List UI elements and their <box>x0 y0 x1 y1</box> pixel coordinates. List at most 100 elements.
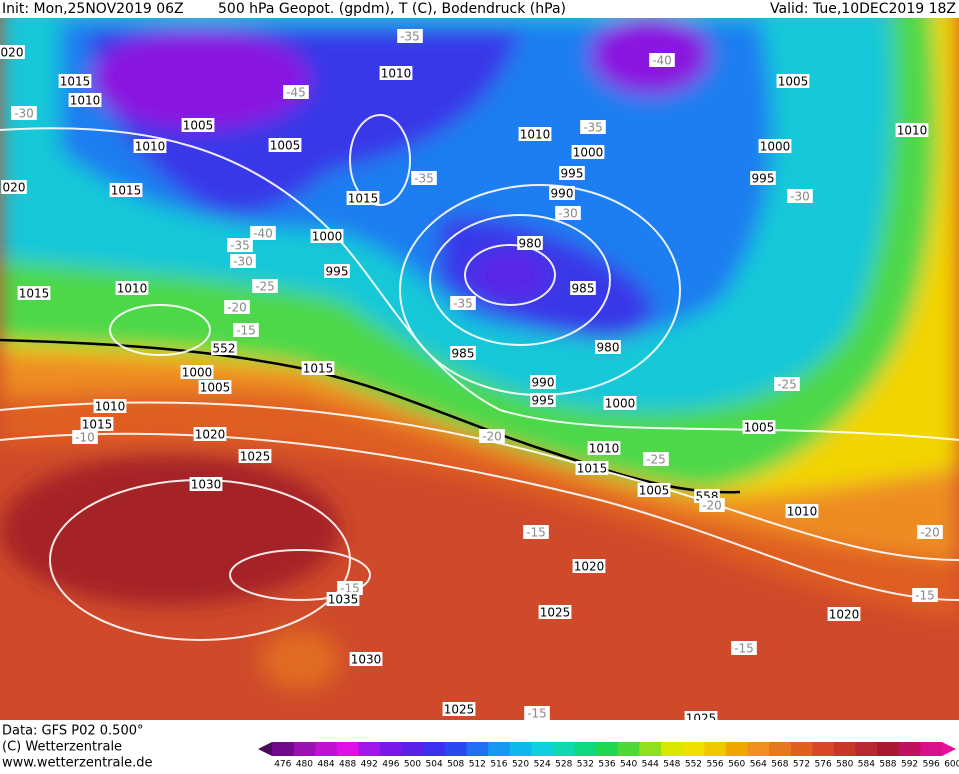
label-box <box>180 365 214 379</box>
label-box <box>774 377 800 391</box>
pressure-label: 1005 <box>183 119 214 133</box>
pressure-label: 1010 <box>135 140 166 154</box>
label-box <box>133 139 167 153</box>
colorbar-swatch <box>833 742 857 756</box>
label-box <box>115 281 149 295</box>
colorbar-swatch <box>596 742 619 756</box>
temperature-label: -15 <box>526 526 546 540</box>
pressure-label: 985 <box>452 347 475 361</box>
pressure-label: 020 <box>1 46 24 60</box>
label-box <box>58 74 92 88</box>
pressure-label: 1000 <box>760 140 791 154</box>
temperature-label: -30 <box>790 190 810 204</box>
colorbar-label: 576 <box>815 760 832 770</box>
pressure-label: 980 <box>597 341 620 355</box>
colorbar-swatch <box>855 742 878 756</box>
colorbar-label: 492 <box>361 760 378 770</box>
colorbar-label: 488 <box>339 760 356 770</box>
label-box <box>93 399 127 413</box>
label-box <box>224 300 250 314</box>
pressure-label: 1025 <box>444 703 475 717</box>
pressure-label: 1000 <box>573 146 604 160</box>
colorbar-swatch <box>358 742 381 756</box>
colorbar-swatch <box>401 742 424 756</box>
colorbar-label: 524 <box>534 760 551 770</box>
pressure-label: 1010 <box>70 94 101 108</box>
label-box <box>72 430 98 444</box>
pressure-label: 1005 <box>639 484 670 498</box>
label-box <box>572 559 606 573</box>
label-box <box>742 420 776 434</box>
colorbar-label: 588 <box>879 760 896 770</box>
colorbar-label: 532 <box>577 760 594 770</box>
colorbar-swatch <box>336 742 359 756</box>
label-box <box>559 166 585 180</box>
label-box <box>326 592 360 606</box>
colorbar-label: 536 <box>598 760 615 770</box>
label-box <box>827 607 861 621</box>
label-box <box>411 171 437 185</box>
label-box <box>637 483 671 497</box>
temperature-label: -45 <box>286 86 306 100</box>
label-box <box>595 340 621 354</box>
temperature-label: -15 <box>915 589 935 603</box>
label-box <box>68 93 102 107</box>
label-box <box>250 226 276 240</box>
label-box <box>699 498 725 512</box>
pressure-label: 1010 <box>95 400 126 414</box>
label-box <box>80 417 114 431</box>
temperature-label: -30 <box>558 207 578 221</box>
colorbar-label: 480 <box>296 760 313 770</box>
label-box <box>917 525 943 539</box>
label-box <box>252 279 278 293</box>
colorbar-swatch <box>769 742 792 756</box>
colorbar-label: 528 <box>555 760 572 770</box>
label-box <box>571 145 605 159</box>
fields-text: 500 hPa Geopot. (gpdm), T (C), Bodendruc… <box>218 1 566 17</box>
pressure-label: 552 <box>213 342 236 356</box>
temperature-label: -15 <box>236 324 256 338</box>
pressure-label: 1015 <box>82 418 113 432</box>
pressure-label: 1035 <box>328 593 359 607</box>
copyright: (C) Wetterzentrale <box>2 740 122 755</box>
colorbar-swatch <box>661 742 684 756</box>
label-box <box>580 120 606 134</box>
label-box <box>324 264 350 278</box>
label-box <box>785 504 819 518</box>
colorbar-swatch <box>488 742 511 756</box>
colorbar-label: 540 <box>620 760 637 770</box>
temperature-label: -35 <box>414 172 434 186</box>
label-box <box>1 180 27 194</box>
pressure-label: 1010 <box>381 67 412 81</box>
label-box <box>268 138 302 152</box>
temperature-label: -10 <box>75 431 95 445</box>
pressure-label: 1015 <box>348 192 379 206</box>
pressure-label: 1010 <box>589 442 620 456</box>
colorbar-swatch <box>531 742 554 756</box>
temperature-label: -20 <box>702 499 722 513</box>
label-box <box>301 361 335 375</box>
label-box <box>776 74 810 88</box>
label-box <box>530 393 556 407</box>
label-box <box>555 206 581 220</box>
colorbar-label: 564 <box>750 760 767 770</box>
colorbar-end <box>258 742 272 756</box>
label-box <box>787 189 813 203</box>
pressure-label: 1010 <box>520 128 551 142</box>
pressure-label: 1015 <box>577 462 608 476</box>
colorbar-label: 596 <box>923 760 940 770</box>
label-box <box>346 191 380 205</box>
label-box <box>549 186 575 200</box>
label-box <box>337 581 363 595</box>
temperature-label: -30 <box>14 107 34 121</box>
label-box <box>523 525 549 539</box>
pressure-label: 020 <box>3 181 26 195</box>
label-box <box>570 281 596 295</box>
label-box <box>349 652 383 666</box>
temperature-label: -35 <box>583 121 603 135</box>
colorbar-label: 504 <box>426 760 443 770</box>
colorbar-label: 584 <box>858 760 875 770</box>
label-box <box>189 477 223 491</box>
pressure-label: 980 <box>519 237 542 251</box>
